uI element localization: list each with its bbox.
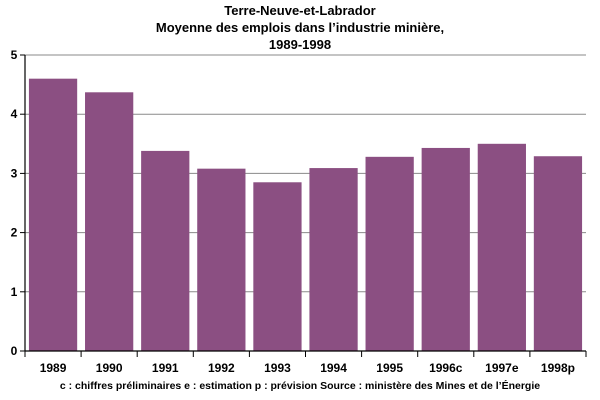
x-tick-label: 1990 — [96, 361, 123, 375]
title-line-2: Moyenne des emplois dans l’industrie min… — [155, 20, 445, 35]
x-tick-label: 1996c — [429, 361, 463, 375]
bar — [85, 92, 134, 352]
x-tick-label: 1992 — [208, 361, 235, 375]
title-line-3: 1989-1998 — [268, 37, 332, 52]
bar — [365, 156, 414, 351]
bar — [141, 150, 190, 351]
x-tick-label: 1991 — [152, 361, 179, 375]
y-tick-label: 5 — [11, 48, 18, 62]
title-line-1: Terre-Neuve-et-Labrador — [224, 3, 376, 18]
bar — [533, 156, 583, 351]
bar — [477, 143, 526, 351]
x-tick-label: 1998p — [541, 361, 575, 375]
y-tick-label: 1 — [11, 285, 18, 299]
y-tick-label: 4 — [11, 107, 18, 121]
bar — [197, 168, 246, 351]
x-tick-label: 1993 — [264, 361, 291, 375]
x-tick-label: 1995 — [376, 361, 403, 375]
bar — [309, 168, 358, 351]
x-tick-label: 1994 — [320, 361, 347, 375]
bar — [28, 78, 78, 352]
chart-title: Terre-Neuve-et-Labrador Moyenne des empl… — [0, 2, 600, 53]
bar — [421, 147, 470, 351]
bar — [253, 182, 302, 351]
x-tick-label: 1997e — [485, 361, 519, 375]
y-tick-label: 2 — [11, 226, 18, 240]
y-tick-label: 3 — [11, 166, 18, 180]
y-tick-label: 0 — [11, 344, 18, 358]
x-tick-label: 1989 — [40, 361, 67, 375]
chart-footnote: c : chiffres préliminaires e : estimatio… — [59, 380, 541, 392]
